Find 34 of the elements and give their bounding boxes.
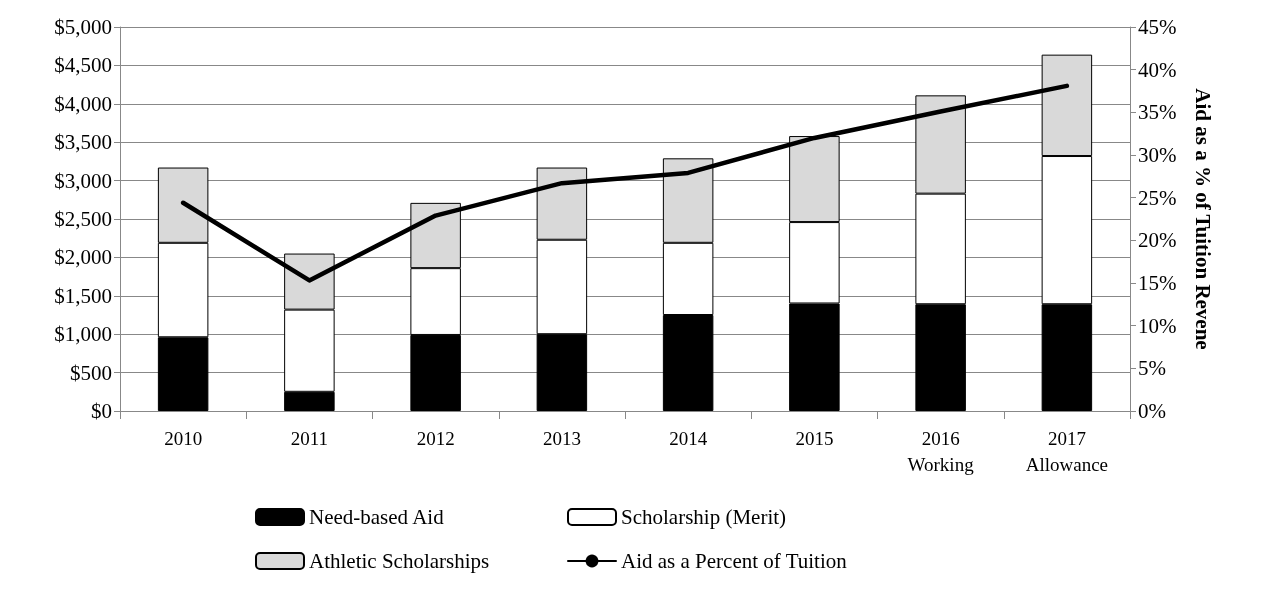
y-tick-label: $500 [70,360,112,385]
y2-axis-title: Aid as a % of Tuition Revene [1190,88,1215,350]
y2-tick-label: 0% [1138,399,1166,423]
y-tick-label: $2,500 [54,207,112,231]
x-tick-label: 2017 Allowance [1025,427,1109,475]
x-tick-label: 2010 [164,427,203,449]
y2-tick-label: 40% [1138,57,1177,82]
y-tick-label: $5,000 [54,15,112,39]
x-tick-label: 2016 Working [907,427,975,475]
y2-tick-label: 30% [1138,143,1177,167]
legend-label: Athletic Scholarships [309,549,490,573]
x-tick-label: 2013 [542,427,581,449]
y2-tick-label: 5% [1138,356,1166,381]
y-tick-label: $1,000 [54,322,112,347]
y-tick-label: $3,000 [54,168,112,193]
x-tick-label: 2014 [669,427,708,449]
y-tick-label: $1,500 [54,283,112,308]
legend-label: Scholarship (Merit) [621,505,787,529]
legend-label: Aid as a Percent of Tuition [621,549,848,573]
y-tick-label: $2,000 [54,245,112,270]
legend-label: Need-based Aid [309,505,445,529]
y2-tick-label: 20% [1138,228,1177,253]
y2-tick-label: 45% [1138,15,1177,39]
y-tick-label: $4,500 [54,53,112,78]
y2-tick-label: 15% [1138,271,1177,295]
y-tick-label: $3,500 [54,130,112,155]
y2-tick-label: 25% [1138,185,1177,210]
x-tick-label: 2015 [795,427,834,449]
y-tick-label: $4,000 [54,91,112,116]
x-tick-label: 2011 [290,427,329,449]
y2-tick-label: 10% [1138,313,1177,338]
y2-tick-label: 35% [1138,100,1177,125]
y-tick-label: $0 [91,399,112,423]
x-tick-label: 2012 [416,427,455,449]
